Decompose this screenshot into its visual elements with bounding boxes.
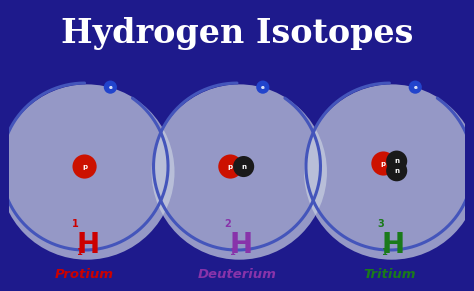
Text: 3: 3	[377, 219, 384, 229]
Text: Hydrogen Isotopes: Hydrogen Isotopes	[61, 17, 413, 50]
Text: H: H	[229, 230, 252, 258]
Text: p: p	[82, 164, 87, 170]
Text: e: e	[413, 85, 417, 90]
Text: H: H	[77, 230, 100, 258]
Ellipse shape	[256, 81, 269, 94]
Text: 1: 1	[381, 248, 387, 257]
Ellipse shape	[233, 156, 254, 177]
Text: e: e	[109, 85, 112, 90]
Text: p: p	[381, 161, 386, 166]
Ellipse shape	[0, 84, 174, 260]
Text: n: n	[394, 168, 399, 174]
Ellipse shape	[386, 160, 407, 181]
Ellipse shape	[371, 151, 395, 175]
Text: 1: 1	[228, 248, 235, 257]
Ellipse shape	[409, 81, 422, 94]
Ellipse shape	[104, 81, 117, 94]
Text: Tritium: Tritium	[363, 268, 416, 281]
Text: Deuterium: Deuterium	[198, 268, 276, 281]
Ellipse shape	[73, 155, 97, 179]
Ellipse shape	[304, 84, 474, 260]
Text: 1: 1	[76, 248, 82, 257]
Ellipse shape	[218, 155, 242, 179]
Ellipse shape	[152, 84, 327, 260]
Text: 1: 1	[72, 219, 79, 229]
Text: n: n	[241, 164, 246, 170]
Text: n: n	[394, 158, 399, 164]
Text: e: e	[261, 85, 264, 90]
Text: 2: 2	[225, 219, 231, 229]
Ellipse shape	[386, 150, 407, 172]
Text: H: H	[382, 230, 405, 258]
Text: p: p	[228, 164, 233, 170]
Text: Protium: Protium	[55, 268, 114, 281]
